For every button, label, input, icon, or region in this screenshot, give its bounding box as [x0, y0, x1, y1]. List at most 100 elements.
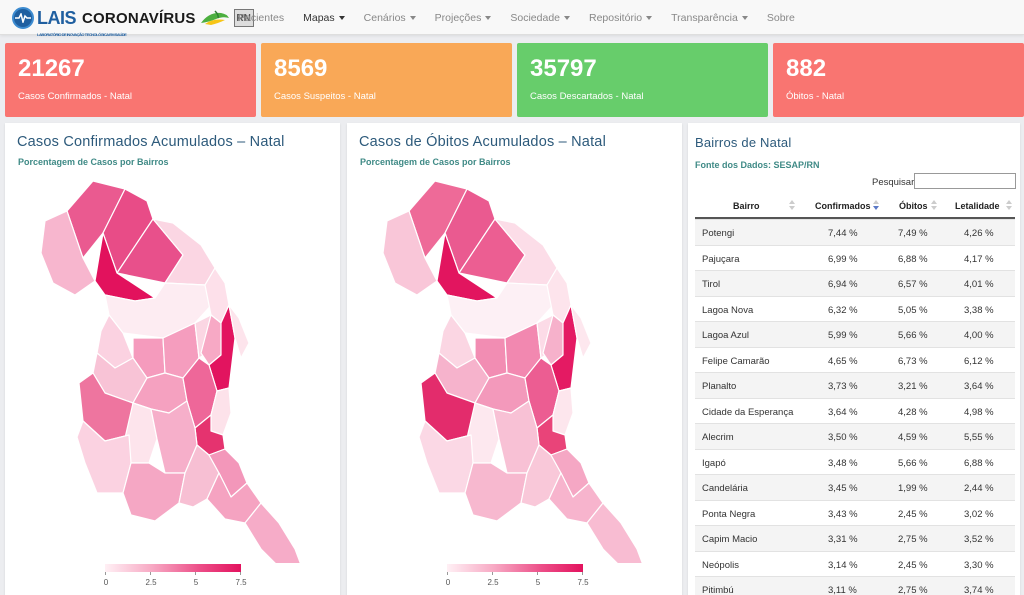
main-nav: Pacientes Mapas Cenários Projeções Socie… — [238, 0, 814, 35]
lais-tagline: LABORATÓRIO DE INOVAÇÃO TECNOLÓGICA EM S… — [37, 32, 127, 37]
cell-confirmados: 3,31 % — [828, 534, 858, 545]
nav-item-transparencia[interactable]: Transparência — [671, 12, 748, 24]
nav-item-mapas[interactable]: Mapas — [303, 12, 345, 24]
cell-bairro: Planalto — [702, 381, 737, 392]
cell-obitos: 1,99 % — [898, 483, 928, 494]
panel-title: Casos de Óbitos Acumulados – Natal — [359, 134, 606, 150]
cell-bairro: Tirol — [702, 279, 721, 290]
column-header-obitos[interactable]: Óbitos — [899, 201, 928, 211]
stat-label: Casos Confirmados - Natal — [18, 91, 133, 102]
legend-tick — [537, 572, 538, 575]
cell-letalidade: 3,38 % — [964, 304, 994, 316]
coronavirus-title: CORONAVÍRUS — [82, 9, 196, 27]
cell-confirmados: 4,65 % — [828, 355, 858, 367]
stat-label: Óbitos - Natal — [786, 91, 845, 102]
sort-icon — [789, 200, 795, 210]
cell-bairro: Ponta Negra — [702, 508, 756, 520]
nav-item-repositorio[interactable]: Repositório — [589, 12, 653, 24]
cell-bairro: Pajuçara — [702, 253, 740, 265]
stat-value: 21267 — [18, 55, 85, 82]
search-label: Pesquisar — [872, 177, 915, 188]
legend-label: 0 — [445, 578, 451, 587]
confirmed-map-panel: Casos Confirmados Acumulados – Natal Por… — [5, 123, 340, 595]
cell-bairro: Cidade da Esperança — [702, 406, 794, 418]
sort-icon — [1006, 200, 1012, 210]
cell-bairro: Alecrim — [702, 432, 734, 443]
cell-confirmados: 6,32 % — [828, 304, 858, 316]
map-region — [228, 304, 250, 359]
deaths-map-panel: Casos de Óbitos Acumulados – Natal Porce… — [347, 123, 682, 595]
table-row: Pajuçara 6,99 % 6,88 % 4,17 % — [695, 244, 1015, 271]
cell-letalidade: 6,12 % — [964, 355, 994, 367]
cell-confirmados: 3,45 % — [828, 483, 858, 494]
cell-bairro: Lagoa Azul — [702, 330, 750, 341]
table-row: Tirol 6,94 % 6,57 % 4,01 % — [695, 270, 1015, 296]
table-row: Planalto 3,73 % 3,21 % 3,64 % — [695, 372, 1015, 398]
cell-letalidade: 4,01 % — [964, 279, 994, 290]
legend-tick — [447, 572, 448, 575]
chevron-down-icon — [485, 15, 492, 20]
column-header-confirmados[interactable]: Confirmados — [815, 201, 871, 211]
sort-icon — [931, 200, 937, 210]
table-row: Potengi 7,44 % 7,49 % 4,26 % — [695, 219, 1015, 245]
legend-tick — [150, 572, 151, 575]
cell-confirmados: 3,73 % — [828, 381, 858, 392]
map-region — [244, 502, 301, 563]
brazil-flag-icon — [200, 10, 229, 25]
cell-obitos: 5,05 % — [898, 304, 928, 316]
legend-color-bar — [447, 564, 583, 572]
map-region — [586, 502, 643, 563]
cell-obitos: 2,45 % — [898, 559, 928, 571]
brand-logo[interactable]: LAIS LABORATÓRIO DE INOVAÇÃO TECNOLÓGICA… — [12, 6, 254, 37]
nav-item-cenarios[interactable]: Cenários — [364, 12, 416, 24]
legend-color-bar — [105, 564, 241, 572]
cell-letalidade: 4,98 % — [964, 406, 994, 418]
table-row: Candelária 3,45 % 1,99 % 2,44 % — [695, 474, 1015, 500]
stat-value: 8569 — [274, 55, 328, 82]
column-header-letalidade[interactable]: Letalidade — [955, 201, 1000, 211]
table-row: Lagoa Nova 6,32 % 5,05 % 3,38 % — [695, 295, 1015, 322]
nav-item-pacientes[interactable]: Pacientes — [238, 11, 285, 24]
legend-tick — [195, 572, 196, 575]
confirmed-choropleth-map[interactable] — [5, 173, 340, 563]
cell-bairro: Pitimbú — [702, 585, 734, 595]
cell-obitos: 6,57 % — [898, 279, 928, 290]
cell-obitos: 2,75 % — [898, 585, 928, 595]
cell-bairro: Felipe Camarão — [702, 355, 770, 367]
column-header-bairro[interactable]: Bairro — [733, 201, 760, 211]
cell-letalidade: 3,74 % — [964, 585, 994, 595]
cell-bairro: Igapó — [702, 457, 726, 469]
rn-badge: RN — [233, 9, 254, 27]
cell-letalidade: 4,17 % — [964, 253, 994, 265]
stat-label: Casos Descartados - Natal — [530, 91, 644, 102]
nav-item-projecoes[interactable]: Projeções — [435, 12, 492, 24]
panel-subtitle: Porcentagem de Casos por Bairros — [360, 157, 511, 167]
map-legend: 0 2.5 5 7.5 — [445, 563, 595, 593]
search-input[interactable] — [914, 173, 1016, 189]
panel-subtitle: Porcentagem de Casos por Bairros — [18, 157, 169, 167]
table-row: Felipe Camarão 4,65 % 6,73 % 6,12 % — [695, 346, 1015, 373]
cell-confirmados: 3,48 % — [828, 457, 858, 469]
legend-label: 0 — [103, 578, 109, 587]
legend-label: 5 — [193, 578, 199, 587]
map-region — [206, 472, 262, 524]
table-row: Pitimbú 3,11 % 2,75 % 3,74 % — [695, 576, 1015, 595]
cell-confirmados: 3,43 % — [828, 508, 858, 520]
map-legend: 0 2.5 5 7.5 — [103, 563, 253, 593]
table-row: Capim Macio 3,31 % 2,75 % 3,52 % — [695, 525, 1015, 551]
nav-item-sociedade[interactable]: Sociedade — [510, 12, 570, 24]
cell-confirmados: 3,64 % — [828, 406, 858, 418]
map-region — [382, 210, 438, 296]
stat-value: 882 — [786, 55, 827, 82]
cell-obitos: 6,73 % — [898, 355, 928, 367]
stat-value: 35797 — [530, 55, 597, 82]
table-row: Neópolis 3,14 % 2,45 % 3,30 % — [695, 550, 1015, 577]
cell-confirmados: 3,50 % — [828, 432, 858, 443]
panel-title: Casos Confirmados Acumulados – Natal — [17, 134, 285, 150]
legend-label: 5 — [535, 578, 541, 587]
deaths-choropleth-map[interactable] — [347, 173, 682, 563]
legend-label: 2.5 — [145, 578, 157, 587]
cell-letalidade: 2,44 % — [964, 483, 994, 494]
nav-item-sobre[interactable]: Sobre — [766, 11, 795, 24]
cell-bairro: Neópolis — [702, 559, 739, 571]
